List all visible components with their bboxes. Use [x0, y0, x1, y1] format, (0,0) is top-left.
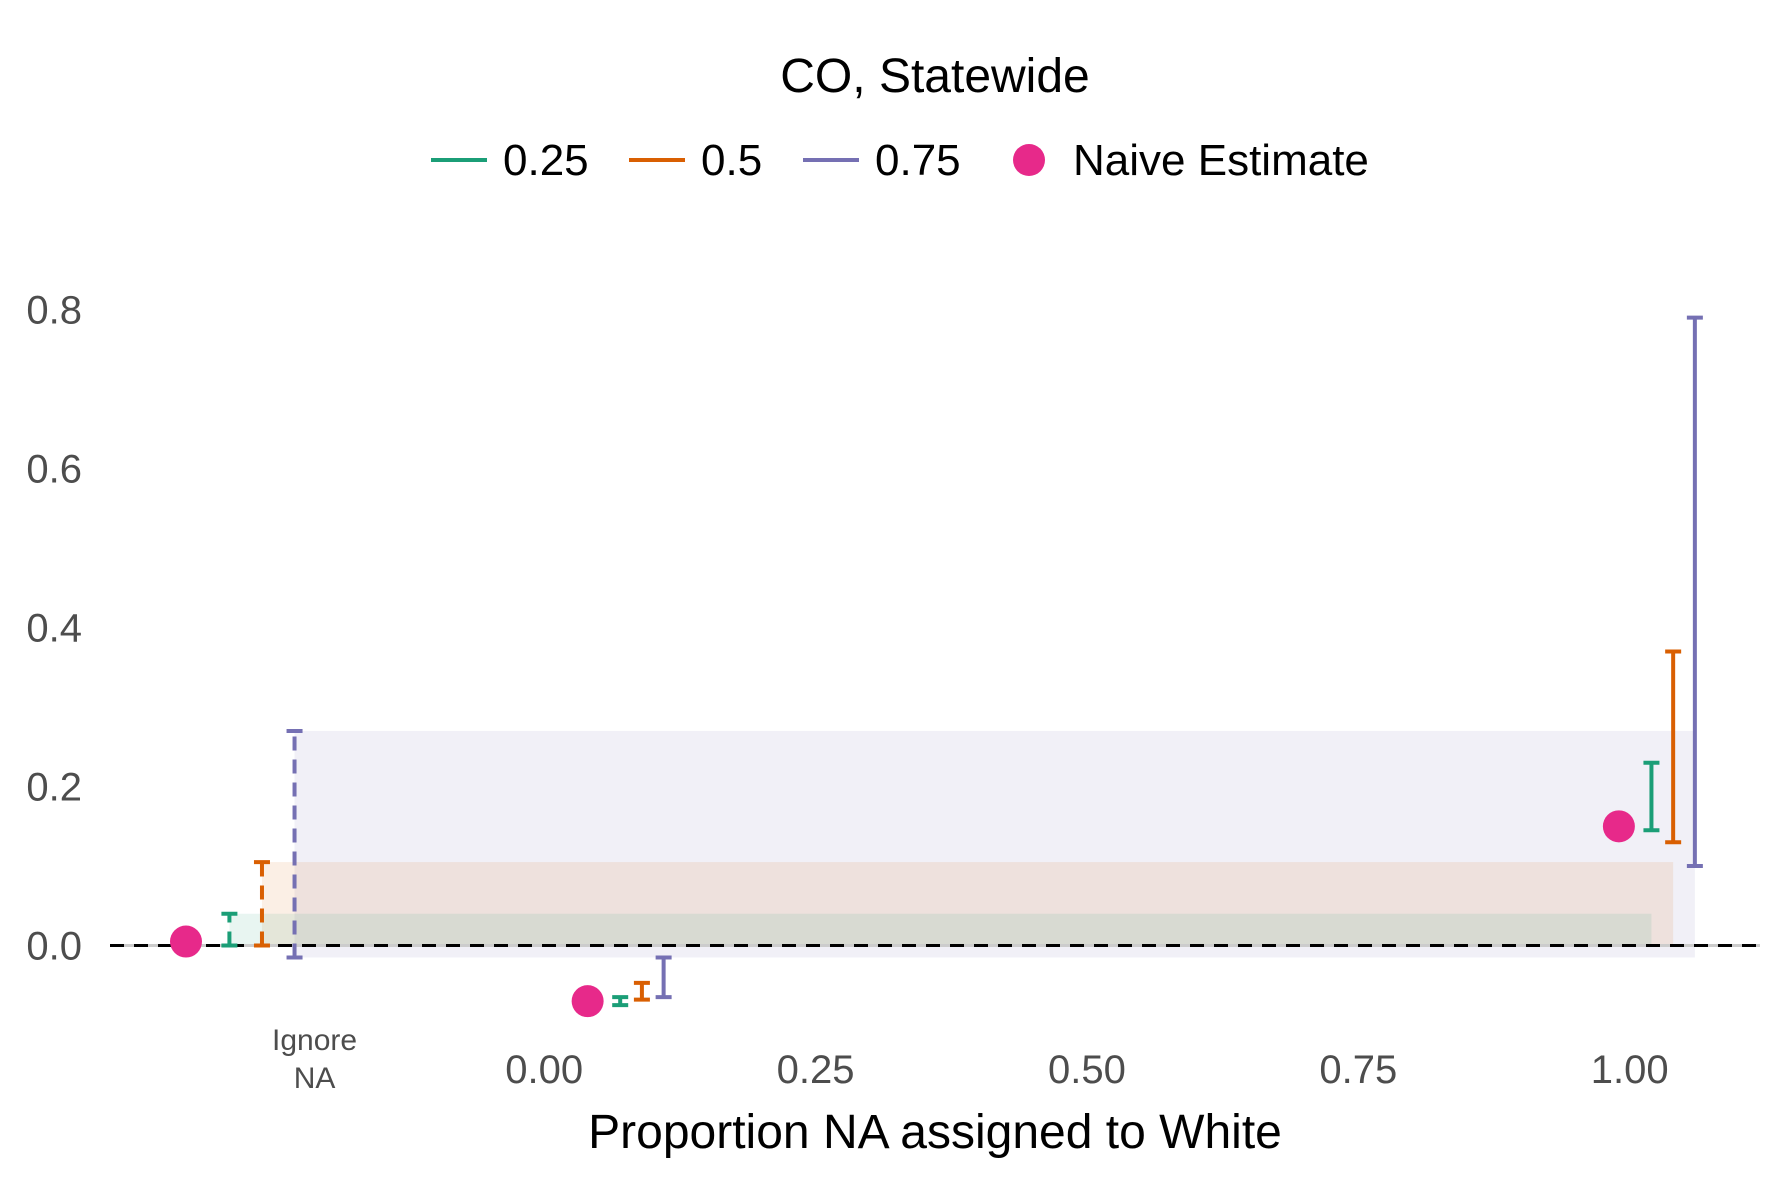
band-1 — [261, 862, 1674, 946]
errorbar-0.5-1 — [633, 980, 650, 1002]
x-category-label: NA — [294, 1062, 336, 1095]
naive-estimate-layer — [169, 810, 1635, 1018]
errorbar-0.25-1 — [612, 995, 629, 1008]
y-axis-ticks: 0.0 0.2 0.4 0.6 0.8 — [26, 289, 82, 969]
y-tick-label: 0.8 — [26, 289, 82, 333]
band-layer — [229, 730, 1695, 958]
x-category-label: Ignore — [272, 1024, 357, 1057]
x-tick-label: 0.25 — [777, 1048, 855, 1092]
legend-label-naive-estimate: Naive Estimate — [1073, 136, 1369, 185]
errorbar-layer — [221, 315, 1703, 1008]
y-tick-label: 0.6 — [26, 448, 82, 492]
y-tick-label: 0.4 — [26, 607, 82, 651]
x-axis-ticks: 0.00 0.25 0.50 0.75 1.00 Ignore NA — [272, 1024, 1669, 1095]
errorbar-0.25-2 — [1643, 760, 1660, 833]
legend: 0.25 0.5 0.75 Naive Estimate — [431, 136, 1369, 185]
y-tick-label: 0.2 — [26, 766, 82, 810]
errorbar-0.75-1 — [655, 955, 672, 1000]
errorbar-0.75-2 — [1686, 315, 1703, 869]
errorbar-0.75-0 — [286, 728, 303, 960]
x-tick-label: 1.00 — [1591, 1048, 1669, 1092]
x-tick-label: 0.00 — [505, 1048, 583, 1092]
legend-label-0-75: 0.75 — [875, 136, 961, 185]
x-tick-label: 0.50 — [1048, 1048, 1126, 1092]
legend-label-0-5: 0.5 — [701, 136, 762, 185]
legend-key-naive-estimate — [1013, 144, 1045, 176]
naive-estimate-point-2 — [1602, 810, 1635, 843]
errorbar-0.5-2 — [1665, 649, 1682, 845]
band-2 — [229, 913, 1652, 946]
band-0 — [294, 730, 1695, 958]
x-tick-label: 0.75 — [1319, 1048, 1397, 1092]
errorbar-0.25-0 — [221, 911, 238, 948]
naive-estimate-point-1 — [571, 985, 604, 1018]
x-axis-label: Proportion NA assigned to White — [588, 1106, 1282, 1159]
errorbar-0.5-0 — [253, 860, 270, 948]
chart-title: CO, Statewide — [780, 50, 1089, 103]
y-tick-label: 0.0 — [26, 925, 82, 969]
legend-label-0-25: 0.25 — [503, 136, 589, 185]
naive-estimate-point-0 — [169, 925, 202, 958]
